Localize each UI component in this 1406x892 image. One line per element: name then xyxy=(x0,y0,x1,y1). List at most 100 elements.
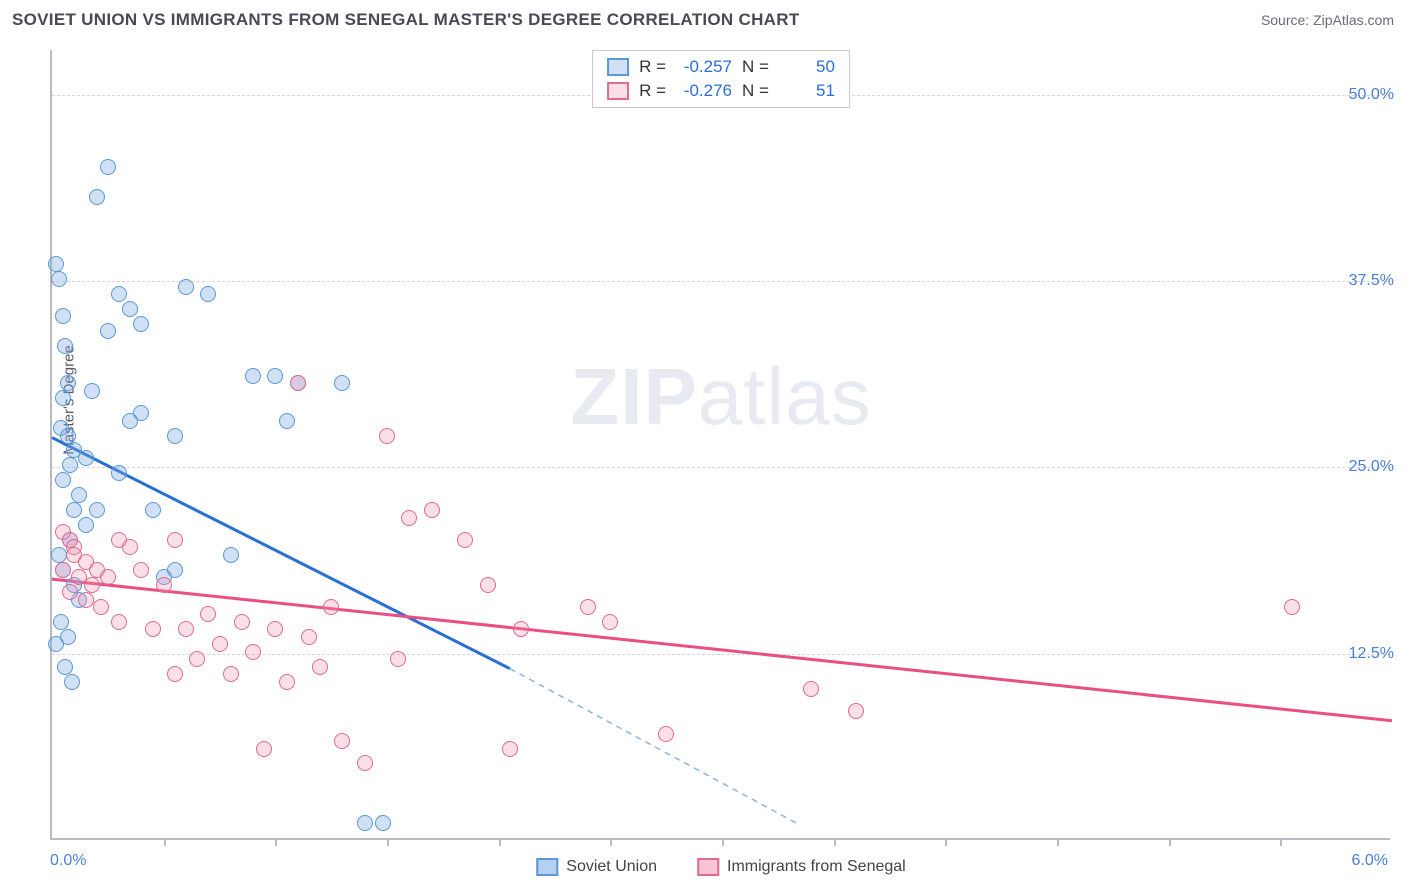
scatter-point xyxy=(189,651,205,667)
stat-n-val-0: 50 xyxy=(779,57,835,77)
scatter-point xyxy=(100,323,116,339)
scatter-point xyxy=(100,569,116,585)
scatter-point xyxy=(334,733,350,749)
watermark-thin: atlas xyxy=(698,352,872,441)
scatter-point xyxy=(357,815,373,831)
scatter-point xyxy=(178,621,194,637)
scatter-point xyxy=(78,450,94,466)
scatter-point xyxy=(848,703,864,719)
scatter-point xyxy=(60,375,76,391)
scatter-point xyxy=(71,487,87,503)
chart-title: SOVIET UNION VS IMMIGRANTS FROM SENEGAL … xyxy=(12,10,800,30)
scatter-plot-area: ZIPatlas R = -0.257 N = 50 R = -0.276 N … xyxy=(50,50,1390,840)
scatter-point xyxy=(658,726,674,742)
scatter-point xyxy=(111,614,127,630)
scatter-point xyxy=(53,614,69,630)
scatter-point xyxy=(57,659,73,675)
stat-r-label: R = xyxy=(639,57,666,77)
watermark: ZIPatlas xyxy=(570,351,871,443)
scatter-point xyxy=(513,621,529,637)
legend: Soviet Union Immigrants from Senegal xyxy=(536,858,905,876)
scatter-point xyxy=(60,428,76,444)
legend-item-0: Soviet Union xyxy=(536,858,657,876)
scatter-point xyxy=(84,577,100,593)
scatter-point xyxy=(424,502,440,518)
scatter-point xyxy=(133,562,149,578)
scatter-point xyxy=(234,614,250,630)
scatter-point xyxy=(401,510,417,526)
scatter-point xyxy=(390,651,406,667)
scatter-point xyxy=(245,368,261,384)
scatter-point xyxy=(267,621,283,637)
scatter-point xyxy=(111,465,127,481)
scatter-point xyxy=(48,636,64,652)
scatter-point xyxy=(200,606,216,622)
scatter-point xyxy=(48,256,64,272)
scatter-point xyxy=(323,599,339,615)
scatter-point xyxy=(122,301,138,317)
scatter-point xyxy=(66,502,82,518)
scatter-point xyxy=(457,532,473,548)
legend-label-0: Soviet Union xyxy=(566,858,657,876)
scatter-point xyxy=(57,338,73,354)
scatter-point xyxy=(111,286,127,302)
scatter-point xyxy=(51,547,67,563)
scatter-point xyxy=(279,674,295,690)
scatter-point xyxy=(480,577,496,593)
stats-swatch-1 xyxy=(607,82,629,100)
scatter-point xyxy=(602,614,618,630)
scatter-point xyxy=(357,755,373,771)
scatter-point xyxy=(803,681,819,697)
scatter-point xyxy=(502,741,518,757)
scatter-point xyxy=(62,584,78,600)
stat-r-val-1: -0.276 xyxy=(676,81,732,101)
scatter-point xyxy=(267,368,283,384)
stats-box: R = -0.257 N = 50 R = -0.276 N = 51 xyxy=(592,50,850,108)
chart-header: SOVIET UNION VS IMMIGRANTS FROM SENEGAL … xyxy=(0,0,1406,40)
legend-item-1: Immigrants from Senegal xyxy=(697,858,906,876)
scatter-point xyxy=(55,472,71,488)
scatter-point xyxy=(84,383,100,399)
scatter-point xyxy=(167,532,183,548)
scatter-point xyxy=(89,189,105,205)
scatter-point xyxy=(223,666,239,682)
scatter-point xyxy=(379,428,395,444)
chart-source: Source: ZipAtlas.com xyxy=(1261,12,1394,28)
scatter-point xyxy=(78,592,94,608)
scatter-point xyxy=(64,674,80,690)
legend-swatch-1 xyxy=(697,858,719,876)
scatter-point xyxy=(256,741,272,757)
scatter-point xyxy=(55,390,71,406)
scatter-point xyxy=(122,539,138,555)
scatter-point xyxy=(312,659,328,675)
scatter-point xyxy=(375,815,391,831)
scatter-point xyxy=(100,159,116,175)
scatter-point xyxy=(145,502,161,518)
scatter-point xyxy=(122,413,138,429)
scatter-point xyxy=(156,577,172,593)
scatter-point xyxy=(145,621,161,637)
legend-swatch-0 xyxy=(536,858,558,876)
scatter-point xyxy=(334,375,350,391)
regression-lines xyxy=(52,50,1390,838)
scatter-point xyxy=(133,316,149,332)
stat-n-label: N = xyxy=(742,57,769,77)
y-tick-label: 50.0% xyxy=(1349,86,1394,104)
stats-row-1: R = -0.276 N = 51 xyxy=(593,79,849,103)
stats-row-0: R = -0.257 N = 50 xyxy=(593,55,849,79)
scatter-point xyxy=(178,279,194,295)
scatter-point xyxy=(62,457,78,473)
scatter-point xyxy=(1284,599,1300,615)
x-min-label: 0.0% xyxy=(50,852,86,870)
scatter-point xyxy=(279,413,295,429)
stats-swatch-0 xyxy=(607,58,629,76)
y-tick-label: 25.0% xyxy=(1349,458,1394,476)
scatter-point xyxy=(580,599,596,615)
legend-label-1: Immigrants from Senegal xyxy=(727,858,906,876)
stat-n-val-1: 51 xyxy=(779,81,835,101)
scatter-point xyxy=(301,629,317,645)
scatter-point xyxy=(89,502,105,518)
scatter-point xyxy=(78,517,94,533)
y-tick-label: 37.5% xyxy=(1349,272,1394,290)
scatter-point xyxy=(223,547,239,563)
